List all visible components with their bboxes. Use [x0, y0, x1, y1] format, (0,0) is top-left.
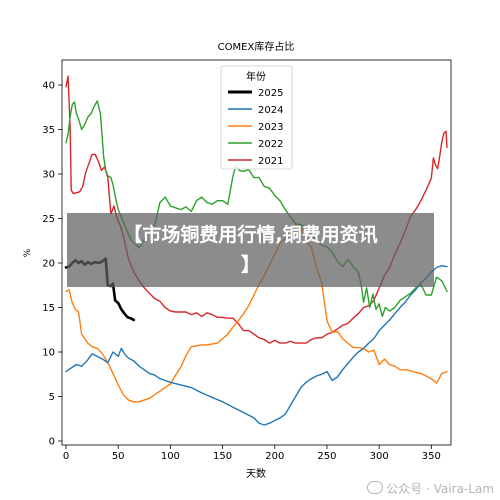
- x-axis-ticks: 0 50 100 150 200 250 300 350: [63, 445, 441, 462]
- y-tick-label: 40: [42, 81, 55, 92]
- plot-frame: [61, 59, 452, 446]
- title-banner-overlay: 【市场铜费用行情,铜费用资讯 】: [67, 213, 434, 287]
- x-tick-label: 100: [161, 451, 180, 462]
- y-axis-ticks: 0 5 10 15 20 25 30 35 40: [42, 81, 62, 448]
- watermark: 公众号 · Vaira-Lam: [367, 480, 494, 497]
- x-tick-label: 150: [213, 451, 232, 462]
- banner-line-2: 】: [240, 254, 260, 276]
- y-tick-label: 15: [42, 303, 55, 314]
- legend: 年份 2025 2024 2023 2022 2021: [220, 65, 293, 170]
- legend-items: 2025 2024 2023 2022 2021: [228, 88, 283, 167]
- x-tick-label: 50: [112, 451, 125, 462]
- y-tick-label: 20: [42, 259, 55, 270]
- x-tick-label: 300: [370, 451, 389, 462]
- wechat-icon: [367, 481, 384, 494]
- y-tick-label: 0: [49, 437, 55, 448]
- x-tick-label: 250: [317, 451, 336, 462]
- series-line-2024: [65, 265, 448, 426]
- y-axis-label: %: [23, 248, 33, 257]
- watermark-text: 公众号 · Vaira-Lam: [386, 482, 494, 496]
- legend-label-2022: 2022: [258, 139, 283, 150]
- legend-title: 年份: [246, 70, 266, 83]
- y-tick-label: 25: [42, 214, 55, 225]
- legend-label-2024: 2024: [258, 105, 283, 116]
- banner-line-1: 【市场铜费用行情,铜费用资讯: [123, 224, 378, 246]
- x-tick-label: 350: [422, 451, 441, 462]
- legend-label-2025: 2025: [258, 88, 283, 99]
- x-axis-label: 天数: [246, 467, 266, 480]
- y-tick-label: 35: [42, 125, 55, 136]
- series-line-2023: [65, 224, 448, 403]
- legend-label-2021: 2021: [258, 156, 283, 167]
- y-tick-label: 10: [42, 348, 55, 359]
- y-tick-label: 30: [42, 170, 55, 181]
- x-tick-label: 0: [63, 451, 69, 462]
- y-tick-label: 5: [49, 392, 55, 403]
- legend-label-2023: 2023: [258, 122, 283, 133]
- x-tick-label: 200: [265, 451, 284, 462]
- chart-title: COMEX库存占比: [218, 40, 295, 53]
